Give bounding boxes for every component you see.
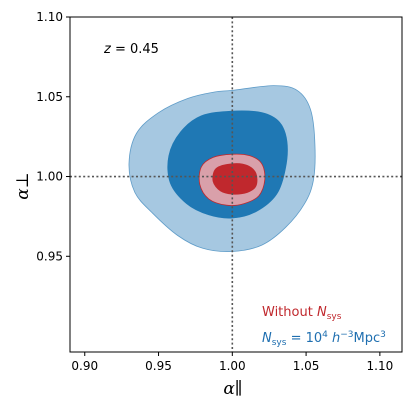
y-tick-label: 1.10 — [36, 10, 63, 24]
legend-entry-without-nsys: Without Nsys — [262, 305, 342, 322]
plot-frame — [69, 16, 403, 353]
y-axis-label: α⊥ — [13, 172, 33, 199]
contour-layer — [128, 85, 316, 253]
contour-1sigma-without-nsys — [212, 163, 258, 195]
y-tick-label: 1.05 — [36, 90, 63, 104]
y-tick-label: 1.00 — [36, 170, 63, 184]
x-tick-label: 1.10 — [367, 359, 394, 373]
legend-entry-nsys: Nsys = 104 h−3Mpc3 — [262, 330, 386, 348]
y-tick-label: 0.95 — [36, 249, 63, 263]
redshift-annotation: z = 0.45 — [103, 42, 159, 57]
x-tick-label: 1.00 — [219, 359, 246, 373]
y-axis-ticks: 0.95 1.00 1.05 1.10 — [36, 10, 70, 263]
reference-lines — [70, 17, 402, 352]
x-axis-ticks: 0.90 0.95 1.00 1.05 1.10 — [71, 352, 393, 373]
x-axis-label: α∥ — [223, 379, 242, 399]
x-tick-label: 0.90 — [71, 359, 98, 373]
x-tick-label: 1.05 — [293, 359, 320, 373]
x-tick-label: 0.95 — [145, 359, 172, 373]
